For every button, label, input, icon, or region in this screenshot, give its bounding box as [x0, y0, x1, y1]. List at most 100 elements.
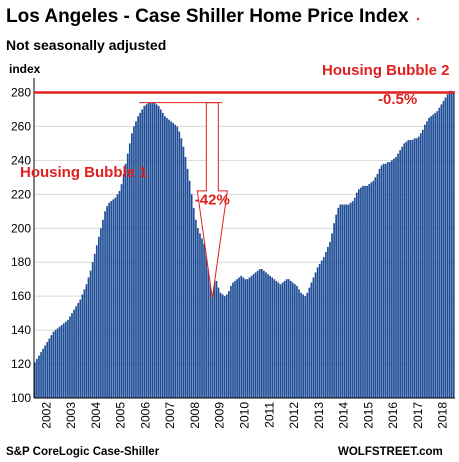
bar	[254, 272, 257, 398]
bar	[186, 168, 189, 398]
bar	[370, 182, 373, 398]
bar	[294, 284, 296, 398]
bar	[91, 262, 94, 398]
bar	[75, 306, 77, 398]
x-tick-label: 2002	[39, 402, 53, 429]
annotation-change-since-peak: -0.5%	[378, 91, 417, 108]
bar	[419, 133, 422, 398]
bar	[316, 267, 319, 398]
x-tick-label: 2016	[386, 402, 400, 429]
bar	[388, 162, 391, 398]
bar	[178, 131, 181, 398]
bar	[112, 199, 115, 398]
bar	[137, 116, 139, 398]
bar	[421, 129, 424, 398]
bar	[267, 274, 269, 398]
y-tick-label: 100	[11, 391, 31, 405]
bar	[424, 124, 426, 399]
bar	[197, 228, 199, 398]
bar	[219, 292, 222, 398]
bar	[440, 104, 443, 399]
bar	[36, 358, 38, 398]
bar	[335, 214, 338, 398]
bar	[155, 104, 158, 399]
x-tick-label: 2013	[312, 402, 326, 429]
bar	[44, 345, 47, 398]
bar	[279, 284, 282, 398]
x-tick-label: 2003	[64, 402, 78, 429]
bar	[95, 245, 98, 398]
bar	[149, 102, 152, 399]
bar	[324, 252, 327, 398]
bar	[353, 197, 356, 398]
bar	[124, 163, 127, 398]
bar	[428, 117, 430, 398]
bar	[203, 243, 205, 398]
red-dot-mark	[416, 17, 420, 21]
bar	[360, 187, 362, 398]
bar	[322, 257, 325, 398]
bar	[265, 272, 267, 398]
bar	[289, 280, 292, 398]
bar	[102, 219, 104, 398]
bar	[79, 299, 82, 398]
x-tick-label: 2009	[213, 402, 227, 429]
bar	[405, 141, 408, 398]
bar	[87, 277, 90, 398]
bar	[71, 313, 73, 398]
bar	[120, 184, 123, 398]
bar	[256, 270, 259, 398]
bar	[60, 325, 63, 398]
bar	[110, 201, 113, 398]
bar	[42, 348, 44, 398]
bar	[106, 206, 108, 398]
bar	[386, 162, 389, 398]
bar	[238, 277, 241, 398]
bar	[300, 292, 302, 398]
bar	[285, 279, 288, 398]
bar	[46, 341, 49, 398]
bar	[114, 197, 117, 398]
bar	[358, 189, 360, 398]
bar	[52, 331, 55, 398]
bar	[430, 116, 432, 398]
bar	[199, 233, 201, 398]
bar	[411, 140, 414, 398]
drop-percent-label: -42%	[195, 192, 230, 209]
bar	[442, 100, 445, 398]
x-tick-label: 2017	[411, 402, 425, 429]
bar	[355, 192, 358, 398]
bar	[291, 282, 294, 398]
bar	[230, 285, 232, 398]
x-tick-label: 2007	[163, 402, 177, 429]
bar	[397, 153, 399, 398]
x-tick-label: 2018	[436, 402, 450, 429]
bar	[248, 277, 251, 398]
bar	[234, 280, 236, 398]
bar	[331, 233, 333, 398]
bar	[151, 102, 154, 399]
bar	[104, 211, 106, 398]
bar	[62, 323, 65, 398]
bar	[168, 119, 170, 398]
bar	[337, 207, 340, 398]
bar	[232, 282, 234, 398]
bar	[366, 185, 368, 398]
bar	[131, 133, 133, 398]
bar	[450, 90, 453, 398]
bar	[201, 238, 203, 398]
bar	[393, 158, 395, 398]
bar	[93, 253, 96, 398]
bar	[54, 330, 57, 398]
y-tick-label: 160	[11, 289, 31, 303]
x-tick-label: 2010	[238, 402, 252, 429]
y-tick-label: 140	[11, 323, 31, 337]
bar	[417, 136, 420, 398]
bar	[133, 126, 135, 399]
bar	[139, 112, 141, 398]
bar	[217, 287, 220, 398]
bar	[174, 124, 177, 399]
bar	[349, 202, 352, 398]
bar	[314, 272, 317, 398]
bar	[141, 109, 144, 399]
